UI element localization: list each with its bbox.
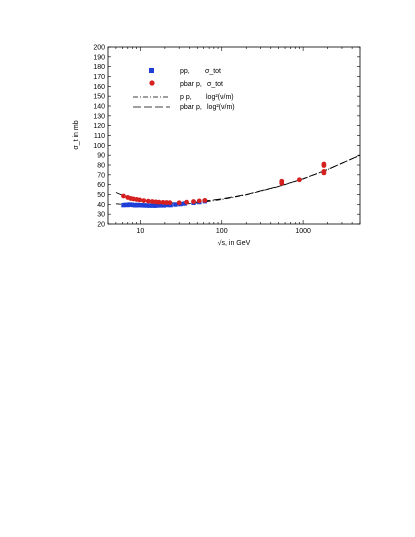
y-tick-label: 90: [97, 153, 105, 160]
point-pbarp: [141, 198, 147, 203]
y-tick-label: 160: [93, 84, 105, 91]
point-pp: [161, 203, 166, 208]
point-pp: [137, 203, 142, 208]
y-axis-label: σ_t in mb: [73, 120, 80, 149]
legend-label-pbarp-fit: pbar p,: [180, 104, 202, 111]
x-tick-label: 10: [136, 228, 144, 235]
x-tick-label: 1000: [295, 228, 311, 235]
point-pbarp: [121, 193, 126, 199]
point-pp: [168, 202, 173, 208]
point-pp: [147, 203, 152, 208]
point-pbarp: [160, 199, 166, 205]
legend-sub-pbarp: σ_tot: [207, 81, 223, 88]
data-points: [121, 161, 327, 208]
point-pbarp: [196, 198, 202, 204]
point-pbarp: [191, 199, 196, 204]
point-pbarp: [176, 200, 182, 206]
legend-label-pp: pp,: [180, 68, 190, 75]
point-pp: [152, 203, 157, 208]
y-tick-label: 140: [93, 104, 105, 111]
point-pbarp: [156, 199, 162, 205]
point-pp: [150, 203, 155, 208]
x-axis: 10 100 1000: [107, 47, 361, 235]
y-tick-label: 200: [93, 45, 105, 52]
y-tick-label: 60: [97, 182, 105, 189]
point-pp: [173, 202, 178, 207]
y-axis: 20 30 40 50 60 70 80 90 100 110 120 130 140 150 160 170…: [93, 45, 360, 229]
point-pbarp: [184, 199, 190, 205]
point-pbarp: [145, 198, 151, 204]
point-pp: [158, 203, 164, 208]
y-tick-label: 80: [97, 163, 105, 170]
point-pbarp: [321, 168, 327, 174]
point-pbarp: [279, 178, 285, 184]
point-pbarp: [321, 161, 327, 167]
legend-label-pbarp: pbar p,: [180, 81, 202, 88]
y-tick-label: 120: [93, 123, 105, 130]
point-pp: [164, 202, 169, 208]
point-pp: [121, 202, 126, 208]
legend-sub-pp: σ_tot: [205, 68, 221, 75]
y-tick-label: 100: [93, 143, 105, 150]
legend-sub-pp-fit: log²(ν/m): [206, 94, 234, 101]
point-pp: [144, 203, 150, 208]
y-tick-label: 150: [93, 94, 105, 101]
point-pbarp: [202, 198, 208, 203]
plot-frame: [107, 46, 361, 225]
y-tick-label: 20: [97, 222, 105, 229]
y-tick-label: 170: [93, 74, 105, 81]
point-pbarp: [149, 199, 155, 204]
x-axis-label: √s, in GeV: [218, 239, 251, 247]
legend-marker-pp: [149, 68, 154, 73]
point-pbarp: [297, 177, 302, 183]
legend: pp, σ_tot pbar p, σ_tot p p, log²(ν/m) p…: [133, 68, 235, 111]
legend-sub-pbarp-fit: log²(ν/m): [207, 104, 235, 111]
point-pp: [142, 203, 147, 208]
y-tick-label: 40: [97, 202, 105, 209]
y-tick-label: 70: [97, 172, 105, 179]
y-tick-label: 130: [93, 113, 105, 120]
y-tick-label: 30: [97, 212, 105, 219]
y-tick-label: 110: [94, 133, 105, 140]
y-tick-label: 50: [97, 192, 105, 199]
point-pp: [139, 203, 145, 208]
x-tick-label: 100: [216, 228, 228, 235]
legend-marker-pbarp: [149, 80, 155, 86]
point-pbarp: [137, 197, 143, 203]
y-tick-label: 190: [93, 54, 105, 61]
legend-label-pp-fit: p p,: [180, 94, 192, 101]
y-tick-label: 180: [93, 64, 105, 71]
point-pbarp: [167, 200, 173, 206]
point-pp: [135, 202, 140, 208]
